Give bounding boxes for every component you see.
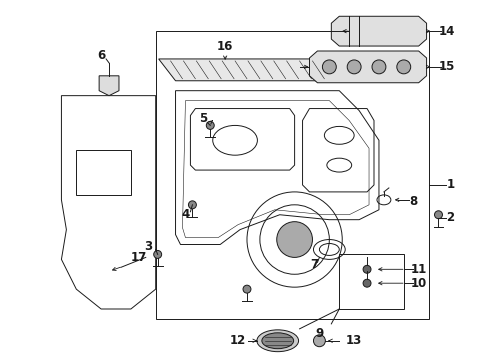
Text: 2: 2 [446, 211, 453, 224]
Circle shape [206, 121, 214, 129]
Polygon shape [309, 51, 426, 83]
Text: 15: 15 [437, 60, 454, 73]
Text: 3: 3 [144, 240, 152, 253]
Text: 8: 8 [409, 195, 417, 208]
Text: 9: 9 [315, 327, 323, 340]
Circle shape [188, 201, 196, 209]
Ellipse shape [346, 60, 360, 74]
Circle shape [362, 265, 370, 273]
Ellipse shape [256, 330, 298, 352]
Circle shape [276, 222, 312, 257]
Text: 11: 11 [410, 263, 426, 276]
Text: 14: 14 [437, 24, 454, 38]
Text: 17: 17 [130, 251, 147, 264]
Ellipse shape [322, 60, 336, 74]
Polygon shape [158, 59, 339, 81]
Polygon shape [99, 76, 119, 96]
Text: 6: 6 [97, 49, 105, 63]
Ellipse shape [262, 333, 293, 349]
Text: 13: 13 [346, 334, 362, 347]
Circle shape [362, 279, 370, 287]
Text: 1: 1 [446, 179, 453, 192]
Text: 10: 10 [410, 277, 426, 290]
Ellipse shape [396, 60, 410, 74]
Text: 7: 7 [310, 258, 318, 271]
Text: 16: 16 [217, 40, 233, 53]
Circle shape [313, 335, 325, 347]
Text: 4: 4 [181, 208, 189, 221]
Circle shape [434, 211, 442, 219]
Text: 5: 5 [199, 112, 207, 125]
Circle shape [153, 251, 162, 258]
Text: 12: 12 [229, 334, 245, 347]
Circle shape [243, 285, 250, 293]
Ellipse shape [371, 60, 385, 74]
Polygon shape [331, 16, 426, 46]
